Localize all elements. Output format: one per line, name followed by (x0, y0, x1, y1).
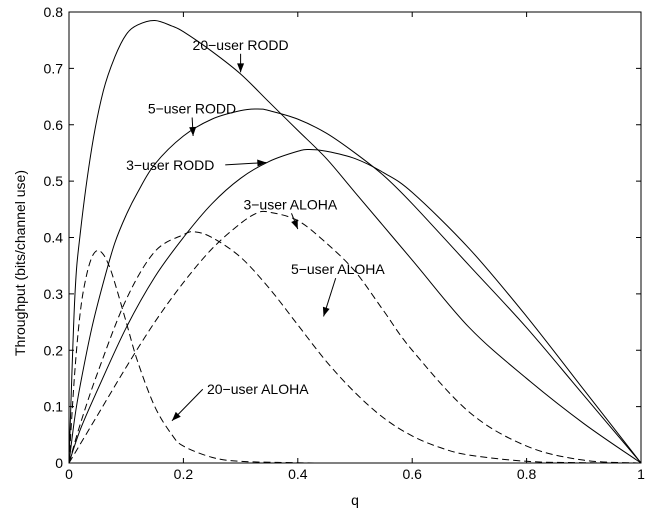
y-tick-label: 0 (55, 455, 63, 471)
y-tick-label: 0.6 (44, 117, 64, 133)
y-tick-label: 0.8 (44, 4, 64, 20)
x-axis-title: q (351, 492, 359, 508)
axis-ticks: 0 0.2 0.4 0.6 0.8 1 0 0.1 0.2 0.3 0.4 0.5 0.6 0.7 0.8 (44, 4, 646, 482)
annotation-arrow-head (237, 63, 245, 73)
annotation-arrow-head (189, 126, 197, 137)
x-tick-label: 1 (637, 466, 645, 482)
annotation-label: 20−user ALOHA (207, 381, 309, 397)
y-tick-label: 0.1 (44, 399, 64, 415)
curve-annotations: 20−user RODD 5−user RODD 3−user RODD 3−user… (126, 37, 385, 422)
y-tick-label: 0.5 (44, 173, 64, 189)
y-tick-label: 0.4 (44, 230, 64, 246)
x-tick-label: 0.4 (288, 466, 308, 482)
x-tick-label: 0 (65, 466, 73, 482)
annotation-label: 3−user ALOHA (243, 196, 337, 212)
series-line-1 (68, 19, 642, 464)
y-tick-label: 0.3 (44, 286, 64, 302)
plot-axes (68, 11, 642, 464)
annotation-label: 20−user RODD (193, 37, 289, 53)
series-line-2 (68, 108, 642, 464)
series-line-4 (68, 210, 642, 464)
x-tick-label: 0.6 (402, 466, 422, 482)
x-tick-label: 0.8 (517, 466, 537, 482)
annotation-arrow-head (257, 159, 267, 167)
y-axis-title: Throughput (bits/channel use) (12, 170, 28, 356)
y-tick-label: 0.7 (44, 60, 64, 76)
series-line-6 (68, 249, 642, 464)
annotation-arrow-head (291, 219, 298, 230)
annotation-label: 5−user RODD (148, 100, 236, 116)
plot-frame (68, 11, 642, 464)
annotation-label: 3−user RODD (126, 157, 214, 173)
series-line-3 (68, 149, 642, 464)
annotation-arrow-head (171, 411, 181, 421)
annotation-arrow-head (322, 306, 330, 317)
x-tick-label: 0.2 (174, 466, 194, 482)
y-tick-label: 0.2 (44, 342, 64, 358)
series-line-5 (68, 231, 642, 464)
annotation-label: 5−user ALOHA (291, 261, 385, 277)
series-lines (68, 19, 642, 464)
